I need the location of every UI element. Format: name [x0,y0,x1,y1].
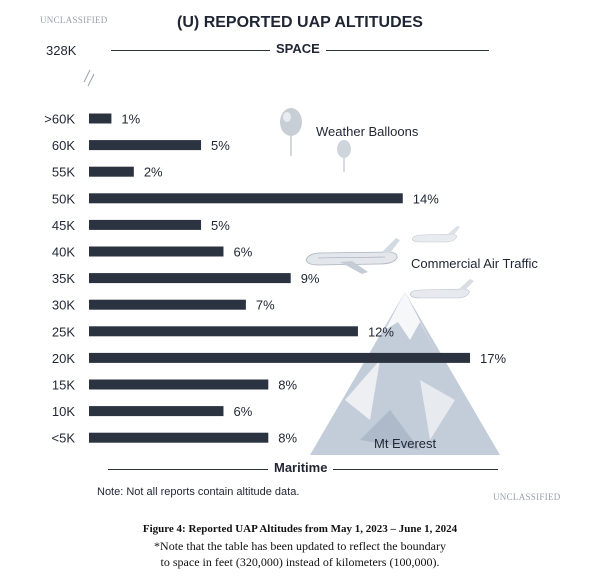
mountain-illustration [310,292,500,455]
commercial-air-traffic-label: Commercial Air Traffic [411,256,538,271]
figure-caption-line-2: to space in feet (320,000) instead of ki… [160,555,440,569]
figure-caption-title: Figure 4: Reported UAP Altitudes from Ma… [142,523,458,535]
airplane-large-icon [305,238,400,274]
weather-balloon-icon [280,108,302,156]
bar [89,246,224,257]
airplane-small-top-icon [411,226,460,243]
chart-title: (U) REPORTED UAP ALTITUDES [177,14,423,31]
figure-caption-line-1: *Note that the table has been updated to… [154,539,446,553]
bar-value-label: 9% [301,271,320,286]
y-tick-label: 30K [52,298,75,313]
maritime-label: Maritime [268,460,334,475]
bar-value-label: 17% [480,351,506,366]
bar [89,193,403,204]
axis-break-mark [83,69,91,83]
bar [89,219,202,230]
classification-marking-bottom: UNCLASSIFIED [493,492,561,502]
bar-value-label: 6% [233,404,252,419]
bar [89,406,224,417]
y-tick-label: 45K [52,218,75,233]
y-tick-label: 35K [52,271,75,286]
bar [89,113,112,124]
bar-value-label: 5% [211,138,230,153]
bar [89,432,269,443]
bar [89,273,291,284]
bar [89,326,358,337]
bar [89,299,246,310]
y-tick-label: 55K [52,165,75,180]
bar [89,379,269,390]
airplane-small-bottom-icon [409,279,474,299]
y-tick-label: 15K [52,378,75,393]
y-tick-label: 60K [52,138,75,153]
space-label: SPACE [270,41,326,56]
y-tick-label: 50K [52,191,75,206]
bar [89,352,470,363]
bar-value-label: 14% [413,191,439,206]
bar-value-label: 8% [278,378,297,393]
y-tick-label: 20K [52,351,75,366]
y-tick-label: 40K [52,245,75,260]
axis-break-mark [87,73,95,87]
bar-value-label: 12% [368,324,394,339]
bar-value-label: 2% [144,165,163,180]
bar-value-label: 5% [211,218,230,233]
weather-balloon-small-icon [337,140,351,172]
bar-value-label: 6% [233,245,252,260]
altitude-data-note: Note: Not all reports contain altitude d… [97,486,300,498]
classification-marking-top: UNCLASSIFIED [40,15,108,25]
y-tick-label: <5K [52,431,76,446]
bar-value-label: 7% [256,298,275,313]
weather-balloons-label: Weather Balloons [316,124,419,139]
top-altitude-label: 328K [46,43,77,58]
mt-everest-label: Mt Everest [374,436,437,451]
bar [89,166,134,177]
bar-value-label: 8% [278,431,297,446]
y-tick-label: >60K [44,112,75,127]
y-tick-label: 10K [52,404,75,419]
bar-value-label: 1% [121,112,140,127]
bar [89,140,202,151]
y-tick-label: 25K [52,324,75,339]
chart: 328K >60K 1% 60K 5% 55K 2% 50K 14% 45K 5% 40K 6% 35K… [44,43,538,455]
